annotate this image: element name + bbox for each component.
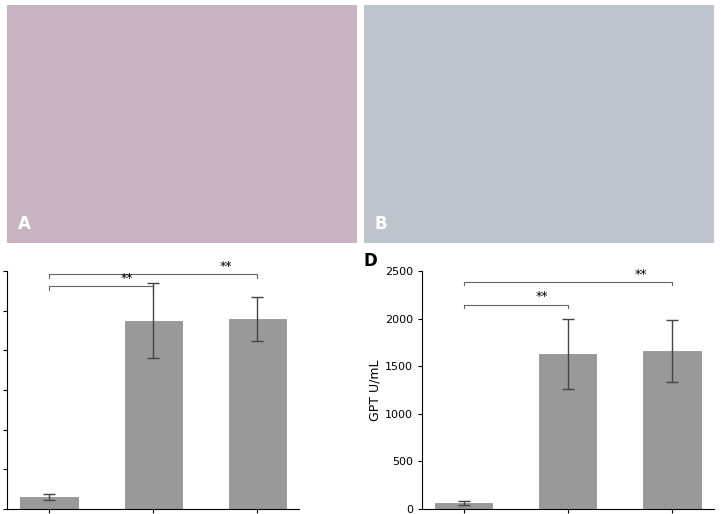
Text: **: ** (536, 290, 548, 303)
Text: **: ** (634, 267, 647, 281)
Bar (643, 351, 701, 509)
Bar (435, 503, 492, 509)
Text: D: D (363, 252, 377, 270)
Bar (125, 321, 182, 509)
Text: **: ** (121, 272, 133, 285)
Bar (20, 497, 78, 509)
Text: A: A (18, 215, 30, 233)
Bar (229, 319, 286, 509)
Bar (539, 354, 596, 509)
Text: **: ** (220, 260, 232, 273)
Text: B: B (374, 215, 387, 233)
Y-axis label: GPT U/mL: GPT U/mL (369, 359, 382, 421)
